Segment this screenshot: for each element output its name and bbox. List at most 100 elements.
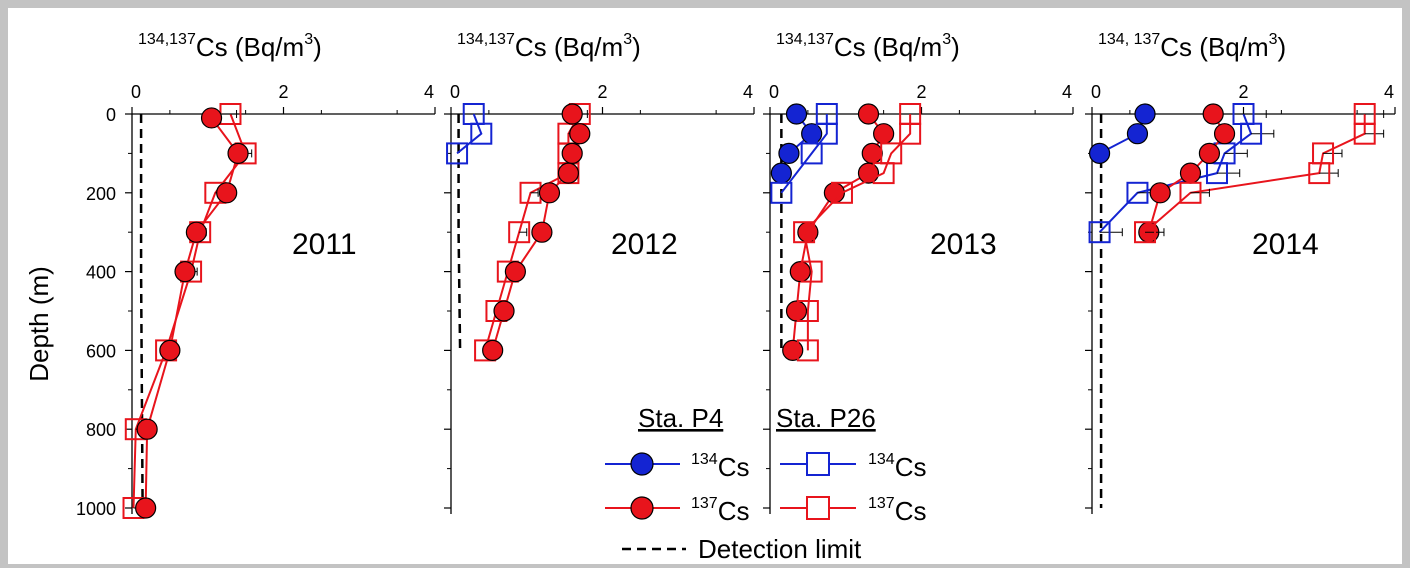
data-point-square bbox=[1180, 183, 1200, 203]
legend-label-p4-137cs: 137Cs bbox=[691, 495, 749, 526]
data-point-circle bbox=[862, 143, 882, 163]
x-label-text: Cs (Bq/m bbox=[196, 32, 304, 62]
data-point-circle bbox=[217, 183, 237, 203]
x-label-suffix: ) bbox=[951, 32, 960, 62]
x-label-suffix: ) bbox=[632, 32, 641, 62]
legend-detection-label: Detection limit bbox=[698, 534, 862, 564]
data-point-square bbox=[1241, 124, 1261, 144]
data-point-circle bbox=[136, 498, 156, 518]
legend-sup: 134 bbox=[868, 451, 895, 468]
x-axis-label: 134,137Cs (Bq/m3) bbox=[457, 31, 641, 62]
detection-limit-line bbox=[141, 114, 143, 508]
y-tick-label: 0 bbox=[106, 105, 116, 125]
y-tick-label: 600 bbox=[86, 341, 116, 361]
data-point-circle bbox=[1215, 124, 1235, 144]
x-label-text: Cs (Bq/m bbox=[515, 32, 623, 62]
data-point-square bbox=[1127, 183, 1147, 203]
year-label: 2012 bbox=[611, 228, 678, 261]
x-tick-label: 4 bbox=[1384, 82, 1394, 102]
data-point-square bbox=[1234, 104, 1254, 124]
panel-2013: 0 2 4 134,137Cs (Bq/m3) 2013 bbox=[763, 31, 1073, 514]
y-tick-label: 400 bbox=[86, 263, 116, 283]
x-label-prefix: 134,137 bbox=[138, 31, 196, 48]
data-point-square bbox=[881, 143, 901, 163]
data-point-circle bbox=[1150, 183, 1170, 203]
y-tick-label: 800 bbox=[86, 420, 116, 440]
x-label-prefix: 134, 137 bbox=[1098, 31, 1160, 48]
panel-2012: 0 2 4 134,137Cs (Bq/m3) 2012 bbox=[444, 31, 754, 514]
data-point-circle bbox=[202, 108, 222, 128]
data-point-square bbox=[1090, 222, 1110, 242]
legend-label-p26-137cs: 137Cs bbox=[868, 495, 926, 526]
x-label-prefix: 134,137 bbox=[457, 31, 515, 48]
data-point-circle bbox=[160, 340, 180, 360]
data-point-circle bbox=[175, 262, 195, 282]
legend-header-p26: Sta. P26 bbox=[776, 403, 876, 433]
data-point-square bbox=[1207, 163, 1227, 183]
data-point-square bbox=[874, 163, 894, 183]
x-label-prefix: 134,137 bbox=[776, 31, 834, 48]
data-point-square bbox=[798, 301, 818, 321]
data-point-square bbox=[817, 104, 837, 124]
data-point-circle bbox=[558, 163, 578, 183]
legend-marker-p26-137cs bbox=[807, 497, 829, 519]
x-tick-label: 2 bbox=[916, 82, 926, 102]
legend-cs: Cs bbox=[895, 452, 927, 482]
data-point-circle bbox=[532, 222, 552, 242]
legend-marker-p4-134cs bbox=[631, 453, 653, 475]
x-tick-label: 0 bbox=[131, 82, 141, 102]
x-label-text: Cs (Bq/m bbox=[1160, 32, 1268, 62]
data-point-circle bbox=[1090, 143, 1110, 163]
panel-2014: 0 2 4134, 137Cs (Bq/m3)2014 bbox=[1085, 31, 1395, 514]
data-point-square bbox=[798, 340, 818, 360]
year-label: 2011 bbox=[292, 228, 357, 261]
x-label-sup: 3 bbox=[623, 31, 632, 48]
x-tick-label: 4 bbox=[1062, 82, 1072, 102]
legend-marker-p26-134cs bbox=[807, 453, 829, 475]
data-point-circle bbox=[539, 183, 559, 203]
data-point-square bbox=[1135, 222, 1155, 242]
data-point-square bbox=[900, 104, 920, 124]
data-point-square bbox=[900, 124, 920, 144]
x-tick-label: 4 bbox=[424, 82, 434, 102]
legend-marker-p4-137cs bbox=[631, 497, 653, 519]
x-tick-label: 4 bbox=[743, 82, 753, 102]
data-point-square bbox=[471, 124, 491, 144]
data-point-square bbox=[1309, 163, 1329, 183]
year-label: 2014 bbox=[1252, 228, 1319, 261]
data-point-circle bbox=[1127, 124, 1147, 144]
legend-cs: Cs bbox=[718, 452, 750, 482]
x-axis-label: 134,137Cs (Bq/m3) bbox=[138, 31, 322, 62]
data-point-square bbox=[220, 104, 240, 124]
data-point-circle bbox=[1203, 104, 1223, 124]
series-p26-137cs-line bbox=[134, 114, 246, 508]
data-point-circle bbox=[1180, 163, 1200, 183]
y-tick-label: 200 bbox=[86, 184, 116, 204]
legend-sup: 137 bbox=[691, 495, 718, 512]
data-point-circle bbox=[779, 143, 799, 163]
data-point-square bbox=[464, 104, 484, 124]
data-point-square bbox=[447, 143, 467, 163]
x-label-sup: 3 bbox=[304, 31, 313, 48]
data-point-circle bbox=[483, 340, 503, 360]
data-point-circle bbox=[562, 143, 582, 163]
data-point-square bbox=[1355, 124, 1375, 144]
legend-label-p26-134cs: 134Cs bbox=[868, 451, 926, 482]
legend: Sta. P4 Sta. P26 134Cs 134Cs 137Cs 137Cs… bbox=[605, 403, 926, 564]
data-point-square bbox=[509, 222, 529, 242]
legend-sup: 134 bbox=[691, 451, 718, 468]
x-tick-label: 2 bbox=[597, 82, 607, 102]
x-tick-label: 0 bbox=[1091, 82, 1101, 102]
data-point-circle bbox=[1199, 143, 1219, 163]
data-point-circle bbox=[1135, 104, 1155, 124]
legend-header-p4: Sta. P4 bbox=[638, 403, 723, 433]
data-point-circle bbox=[505, 262, 525, 282]
data-point-square bbox=[802, 143, 822, 163]
data-point-circle bbox=[787, 104, 807, 124]
data-point-square bbox=[1313, 143, 1333, 163]
x-label-suffix: ) bbox=[313, 32, 322, 62]
data-point-square bbox=[817, 124, 837, 144]
x-label-sup: 3 bbox=[942, 31, 951, 48]
panel-2011: 0 2 4 0 200 400 600 800 1000 134,137Cs (Bq/m3) 201… bbox=[76, 31, 435, 519]
data-point-square bbox=[771, 183, 791, 203]
